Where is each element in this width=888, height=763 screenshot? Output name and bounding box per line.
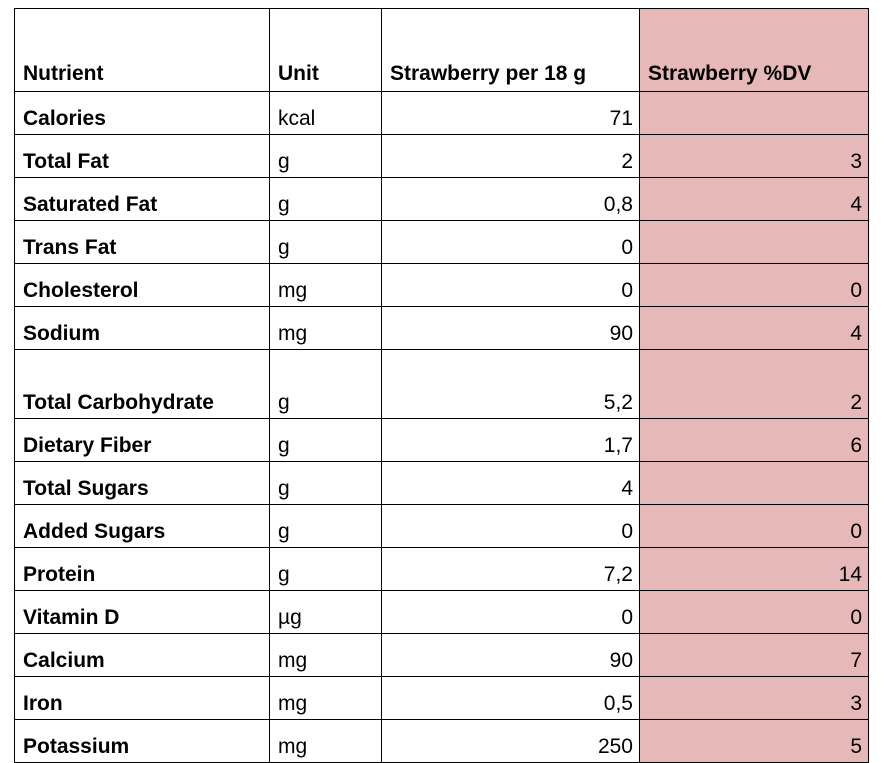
dv-cell: 2 [639, 349, 869, 419]
value-cell: 71 [381, 91, 640, 135]
table-row: Total Carbohydrate g 5,2 2 [14, 349, 869, 419]
value-cell: 0 [381, 220, 640, 264]
unit-cell: mg [269, 676, 382, 720]
table-row: Dietary Fiber g 1,7 6 [14, 418, 869, 462]
value-cell: 0 [381, 263, 640, 307]
unit-cell: mg [269, 263, 382, 307]
unit-cell: mg [269, 633, 382, 677]
unit-cell: µg [269, 590, 382, 634]
table-row: Total Fat g 2 3 [14, 134, 869, 178]
table-row: Saturated Fat g 0,8 4 [14, 177, 869, 221]
value-cell: 2 [381, 134, 640, 178]
nutrient-cell: Iron [14, 676, 270, 720]
dv-cell: 0 [639, 504, 869, 548]
dv-cell: 0 [639, 263, 869, 307]
value-cell: 1,7 [381, 418, 640, 462]
dv-cell: 4 [639, 177, 869, 221]
table-row: Total Sugars g 4 [14, 461, 869, 505]
unit-cell: g [269, 134, 382, 178]
value-cell: 90 [381, 306, 640, 350]
table-row: Trans Fat g 0 [14, 220, 869, 264]
dv-cell [639, 220, 869, 264]
table-row: Protein g 7,2 14 [14, 547, 869, 591]
nutrition-table: Nutrient Unit Strawberry per 18 g Strawb… [14, 8, 869, 763]
table-row: Sodium mg 90 4 [14, 306, 869, 350]
value-cell: 250 [381, 719, 640, 763]
dv-cell: 0 [639, 590, 869, 634]
header-unit: Unit [269, 8, 382, 92]
header-nutrient: Nutrient [14, 8, 270, 92]
nutrient-cell: Sodium [14, 306, 270, 350]
header-value: Strawberry per 18 g [381, 8, 640, 92]
nutrient-cell: Saturated Fat [14, 177, 270, 221]
nutrient-cell: Total Carbohydrate [14, 349, 270, 419]
unit-cell: mg [269, 306, 382, 350]
unit-cell: mg [269, 719, 382, 763]
dv-cell: 7 [639, 633, 869, 677]
table-row: Added Sugars g 0 0 [14, 504, 869, 548]
unit-cell: g [269, 461, 382, 505]
value-cell: 5,2 [381, 349, 640, 419]
unit-cell: g [269, 177, 382, 221]
nutrient-cell: Vitamin D [14, 590, 270, 634]
nutrient-cell: Dietary Fiber [14, 418, 270, 462]
nutrient-cell: Calories [14, 91, 270, 135]
unit-cell: kcal [269, 91, 382, 135]
unit-cell: g [269, 220, 382, 264]
unit-cell: g [269, 418, 382, 462]
nutrient-cell: Calcium [14, 633, 270, 677]
value-cell: 7,2 [381, 547, 640, 591]
unit-cell: g [269, 504, 382, 548]
nutrient-cell: Trans Fat [14, 220, 270, 264]
dv-cell: 6 [639, 418, 869, 462]
nutrient-cell: Total Fat [14, 134, 270, 178]
dv-cell [639, 461, 869, 505]
table-row: Calories kcal 71 [14, 91, 869, 135]
header-dv: Strawberry %DV [639, 8, 869, 92]
value-cell: 4 [381, 461, 640, 505]
unit-cell: g [269, 349, 382, 419]
nutrient-cell: Total Sugars [14, 461, 270, 505]
dv-cell: 3 [639, 676, 869, 720]
table-row: Cholesterol mg 0 0 [14, 263, 869, 307]
value-cell: 0,8 [381, 177, 640, 221]
value-cell: 0 [381, 504, 640, 548]
dv-cell: 5 [639, 719, 869, 763]
nutrient-cell: Added Sugars [14, 504, 270, 548]
dv-cell: 4 [639, 306, 869, 350]
value-cell: 0,5 [381, 676, 640, 720]
nutrient-cell: Protein [14, 547, 270, 591]
dv-cell: 14 [639, 547, 869, 591]
value-cell: 0 [381, 590, 640, 634]
header-row: Nutrient Unit Strawberry per 18 g Strawb… [14, 8, 869, 92]
dv-cell [639, 91, 869, 135]
nutrient-cell: Potassium [14, 719, 270, 763]
nutrient-cell: Cholesterol [14, 263, 270, 307]
table-row: Potassium mg 250 5 [14, 719, 869, 763]
table-row: Calcium mg 90 7 [14, 633, 869, 677]
table-row: Iron mg 0,5 3 [14, 676, 869, 720]
unit-cell: g [269, 547, 382, 591]
value-cell: 90 [381, 633, 640, 677]
dv-cell: 3 [639, 134, 869, 178]
